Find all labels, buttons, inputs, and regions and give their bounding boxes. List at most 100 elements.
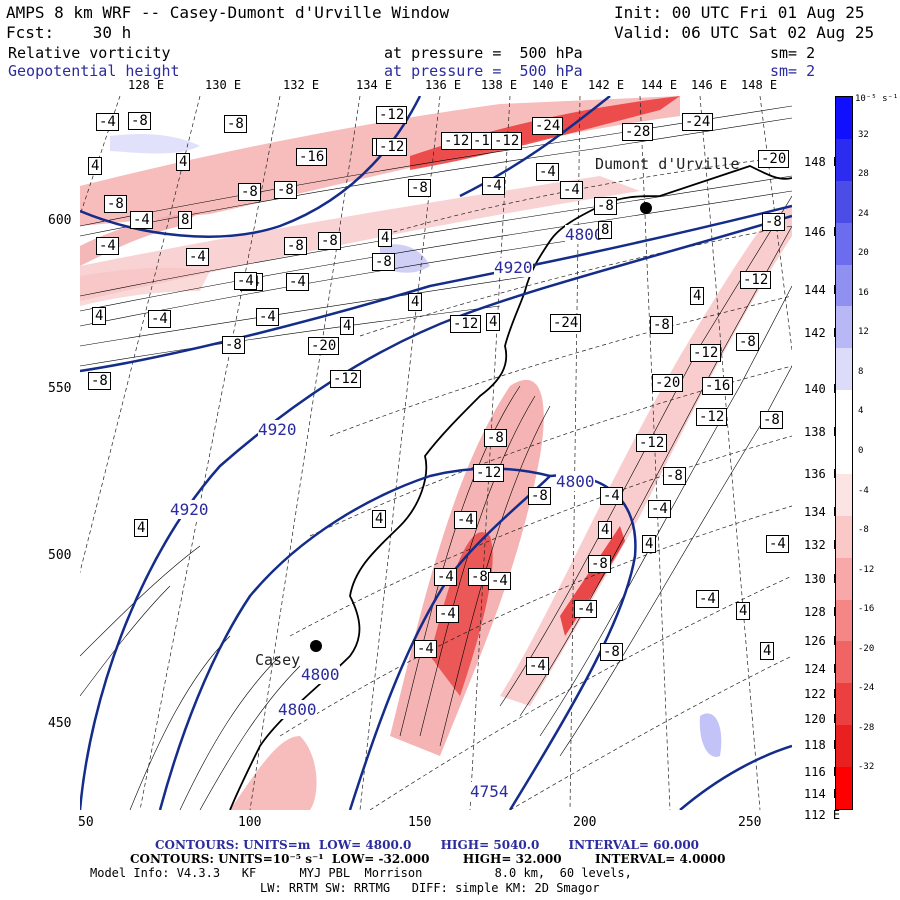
colorbar-label: 4 [858, 406, 864, 417]
vorticity-contour-label: -12 [740, 271, 772, 289]
vorticity-contour-label: -8 [736, 333, 759, 351]
vort-band-mid [80, 176, 640, 301]
top-lon-label: 138 E [481, 78, 518, 92]
dumont-station-marker [640, 202, 652, 214]
height-contour-label: 4920 [170, 500, 209, 519]
colorbar [835, 96, 853, 810]
vorticity-contour-label: 4 [372, 510, 387, 528]
vorticity-contour-label: -28 [622, 123, 654, 141]
colorbar-label: 24 [858, 208, 869, 219]
latlon-grid [80, 96, 792, 810]
footer-height-interval: INTERVAL= 60.000 [568, 838, 700, 852]
height-contour-label: 4800 [301, 665, 340, 684]
vorticity-contour-label: -4 [436, 605, 459, 623]
vorticity-contour-label: -8 [318, 232, 341, 250]
vorticity-contour-label: -8 [650, 316, 673, 334]
vorticity-contour-label: -12 [690, 344, 722, 362]
vorticity-contour-label: -4 [414, 640, 437, 658]
top-lon-label: 140 E [532, 78, 569, 92]
colorbar-cell [836, 222, 852, 265]
height-contour-4800-east [348, 474, 637, 810]
y-tick-label: 550 [48, 381, 72, 396]
vorticity-contour-label: -12 [450, 315, 482, 333]
vorticity-contour-label: 4 [378, 229, 393, 247]
top-lon-label: 136 E [425, 78, 462, 92]
footer-height-low: CONTOURS: UNITS=m LOW= 4800.0 [155, 838, 412, 852]
map-title: AMPS 8 km WRF -- Casey-Dumont d'Urville … [6, 3, 450, 22]
colorbar-label: 16 [858, 287, 869, 298]
y-tick-label: 450 [48, 716, 72, 731]
vorticity-contour-label: -8 [372, 253, 395, 271]
colorbar-label: -12 [858, 564, 875, 575]
vorticity-contour-label: -4 [600, 487, 623, 505]
vorticity-contour-label: 4 [690, 287, 705, 305]
colorbar-label: -8 [858, 525, 869, 536]
vorticity-contour-label: -12 [330, 370, 362, 388]
coastline [229, 165, 792, 810]
vorticity-contour-label: -8 [484, 429, 507, 447]
colorbar-cell [836, 390, 852, 433]
field1-pressure: at pressure = 500 hPa [384, 44, 583, 62]
vorticity-contour-label: 4 [760, 642, 775, 660]
vorticity-shading [80, 96, 792, 810]
map-canvas [80, 96, 792, 810]
vorticity-contour-label: -12 [491, 132, 523, 150]
colorbar-cell [836, 557, 852, 600]
vorticity-contour-label: 4 [88, 157, 103, 175]
vorticity-contour-label: -8 [600, 643, 623, 661]
vort-positive-north [110, 134, 200, 154]
vorticity-contour-label: -20 [758, 150, 790, 168]
colorbar-label: 0 [858, 446, 864, 456]
forecast-hour: Fcst: 30 h [6, 23, 131, 42]
map-panel [80, 96, 792, 810]
height-contour-label: 4754 [470, 782, 509, 801]
colorbar-label: -4 [858, 485, 869, 496]
top-lon-label: 144 E [641, 78, 678, 92]
vorticity-contour-label: -8 [663, 467, 686, 485]
colorbar-cell [836, 97, 852, 139]
colorbar-cell [836, 767, 852, 809]
casey-label: Casey [255, 651, 301, 669]
height-contour-label: 4800 [278, 700, 317, 719]
top-lon-label: 134 E [356, 78, 393, 92]
vort-band-southwest [230, 736, 317, 810]
vorticity-contour-label: -8 [468, 568, 491, 586]
height-contour-4920-upper [80, 204, 792, 373]
y-tick-label: 500 [48, 548, 72, 563]
vorticity-contour-label: -4 [434, 568, 457, 586]
vort-band-west [80, 212, 200, 266]
colorbar-label: -16 [858, 604, 875, 615]
vorticity-contour-label: -20 [308, 337, 340, 355]
vorticity-contour-label: -8 [594, 197, 617, 215]
colorbar-unit: 10⁻⁵ s⁻¹ [855, 94, 899, 104]
field2-smoothing: sm= 2 [770, 62, 816, 80]
field1-pressure-text: at pressure = [384, 44, 502, 62]
field2-pressure-value: 500 hPa [519, 62, 583, 80]
vorticity-contour-label: -8 [528, 487, 551, 505]
x-tick-label: 150 [408, 815, 432, 830]
colorbar-cell [836, 473, 852, 516]
vorticity-contour-label: -4 [148, 310, 171, 328]
vorticity-contour-label: 4 [134, 519, 149, 537]
vorticity-contour-label: -4 [286, 273, 309, 291]
height-contour-northwest [80, 96, 422, 238]
footer-physics-info: LW: RRTM SW: RRTMG DIFF: simple KM: 2D S… [260, 881, 600, 895]
colorbar-cells [836, 97, 852, 809]
top-lon-label: 130 E [205, 78, 242, 92]
vorticity-contour-label: -24 [682, 113, 714, 131]
casey-station-marker [310, 640, 322, 652]
field2-pressure-text: at pressure = [384, 62, 502, 80]
height-contour-label: 4800 [556, 472, 595, 491]
vorticity-contour-label: 4 [642, 535, 657, 553]
colorbar-cell [836, 725, 852, 768]
vorticity-contour-label: -20 [652, 374, 684, 392]
vorticity-contour-label: 8 [598, 221, 613, 239]
vorticity-contour-label: -8 [238, 183, 261, 201]
colorbar-cell [836, 599, 852, 642]
vorticity-contour-label: 4 [598, 521, 613, 539]
fcst-value: 30 h [92, 23, 132, 42]
vorticity-contour-label: -8 [224, 115, 247, 133]
vorticity-contour-label: -4 [130, 211, 153, 229]
height-contour-label: 4920 [494, 258, 533, 277]
top-lon-label: 148 E [741, 78, 778, 92]
